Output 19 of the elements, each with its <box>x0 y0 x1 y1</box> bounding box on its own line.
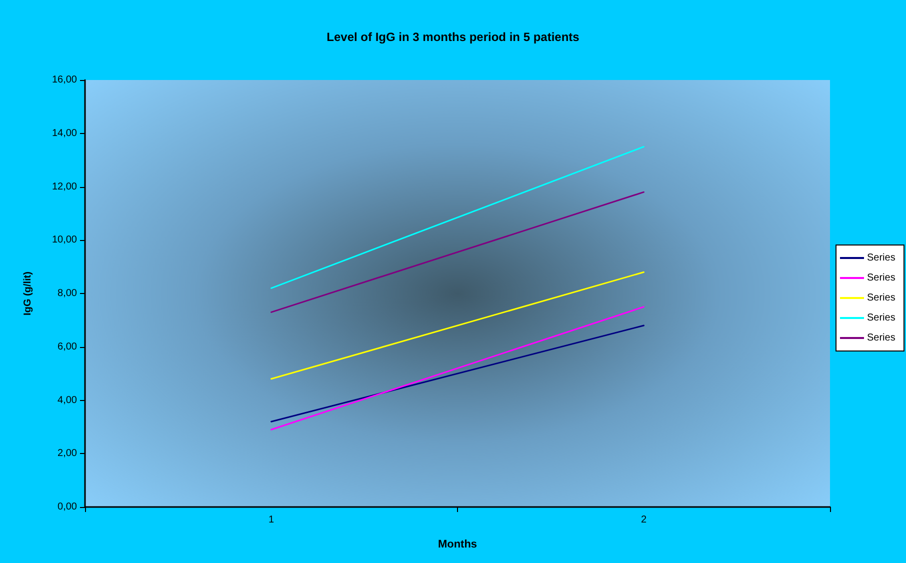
y-tick-label: 6,00 <box>58 341 78 352</box>
chart-title: Level of IgG in 3 months period in 5 patients <box>326 30 580 44</box>
y-tick-label: 2,00 <box>58 448 78 460</box>
legend-label: Series <box>867 292 896 304</box>
y-axis-title: IgG (g/lit) <box>22 272 34 316</box>
y-tick-label: 16,00 <box>52 74 78 86</box>
x-tick-label: 2 <box>640 514 647 526</box>
x-tick-label: 1 <box>268 514 274 526</box>
legend-label: Series <box>867 272 896 284</box>
y-tick-label: 14,00 <box>52 128 78 139</box>
y-tick-label: 4,00 <box>58 394 78 406</box>
legend-label: Series <box>867 252 896 264</box>
y-tick-label: 8,00 <box>58 288 78 299</box>
y-tick-label: 12,00 <box>52 181 78 192</box>
y-tick-label: 0,00 <box>58 502 78 512</box>
x-axis-title: Months <box>438 538 478 550</box>
legend-label: Series <box>867 332 896 344</box>
y-tick-label: 10,00 <box>52 234 78 246</box>
legend-label: Series <box>867 312 896 324</box>
